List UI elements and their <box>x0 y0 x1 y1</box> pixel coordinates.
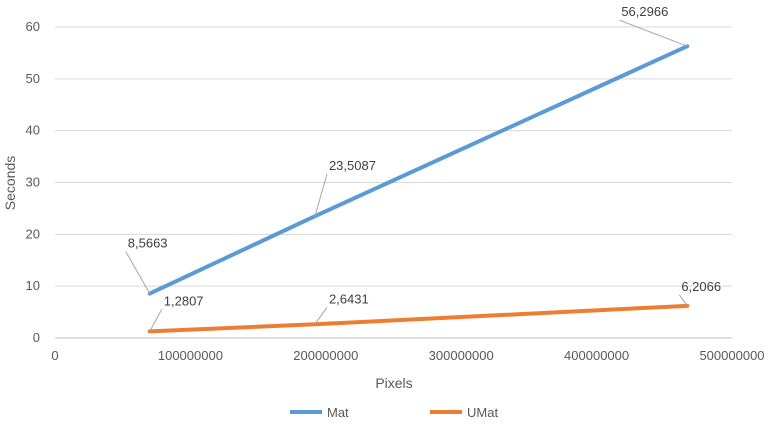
x-axis-title: Pixels <box>375 375 412 391</box>
data-label-leader <box>619 19 688 47</box>
legend-label-mat: Mat <box>327 405 349 420</box>
series-line-umat <box>147 303 690 334</box>
x-tick-label: 200000000 <box>293 348 358 363</box>
series-line-mat <box>147 44 690 296</box>
data-label: 56,2966 <box>621 4 668 19</box>
data-label: 6,2066 <box>681 279 721 294</box>
y-tick-label: 60 <box>26 19 40 34</box>
legend-label-umat: UMat <box>467 405 498 420</box>
x-tick-label: 500000000 <box>699 348 764 363</box>
x-axis-ticks: 0 100000000 200000000 300000000 400000000 500… <box>51 348 764 363</box>
data-label-leader <box>314 174 328 217</box>
legend: Mat UMat <box>290 405 498 420</box>
y-tick-label: 40 <box>26 123 40 138</box>
y-tick-label: 20 <box>26 226 40 241</box>
x-tick-label: 400000000 <box>564 348 629 363</box>
x-tick-label: 300000000 <box>429 348 494 363</box>
data-label-leader <box>125 251 151 294</box>
data-labels: 8,5663 23,5087 56,2966 1,2807 2,6431 6,2066 <box>125 4 721 332</box>
y-tick-label: 0 <box>33 330 40 345</box>
y-axis-ticks: 0 10 20 30 40 50 60 <box>26 19 40 345</box>
data-label-leader <box>149 309 163 332</box>
y-tick-label: 10 <box>26 278 40 293</box>
data-label: 23,5087 <box>329 158 376 173</box>
data-label: 2,6431 <box>329 291 369 306</box>
y-axis-title: Seconds <box>2 156 18 210</box>
y-tick-label: 30 <box>26 175 40 190</box>
data-label: 1,2807 <box>164 293 204 308</box>
data-label-leader <box>678 294 688 307</box>
series-lines <box>147 44 690 334</box>
y-tick-label: 50 <box>26 71 40 86</box>
data-label: 8,5663 <box>128 236 168 251</box>
data-label-leader <box>314 307 328 325</box>
x-tick-label: 0 <box>51 348 58 363</box>
x-tick-label: 100000000 <box>158 348 223 363</box>
